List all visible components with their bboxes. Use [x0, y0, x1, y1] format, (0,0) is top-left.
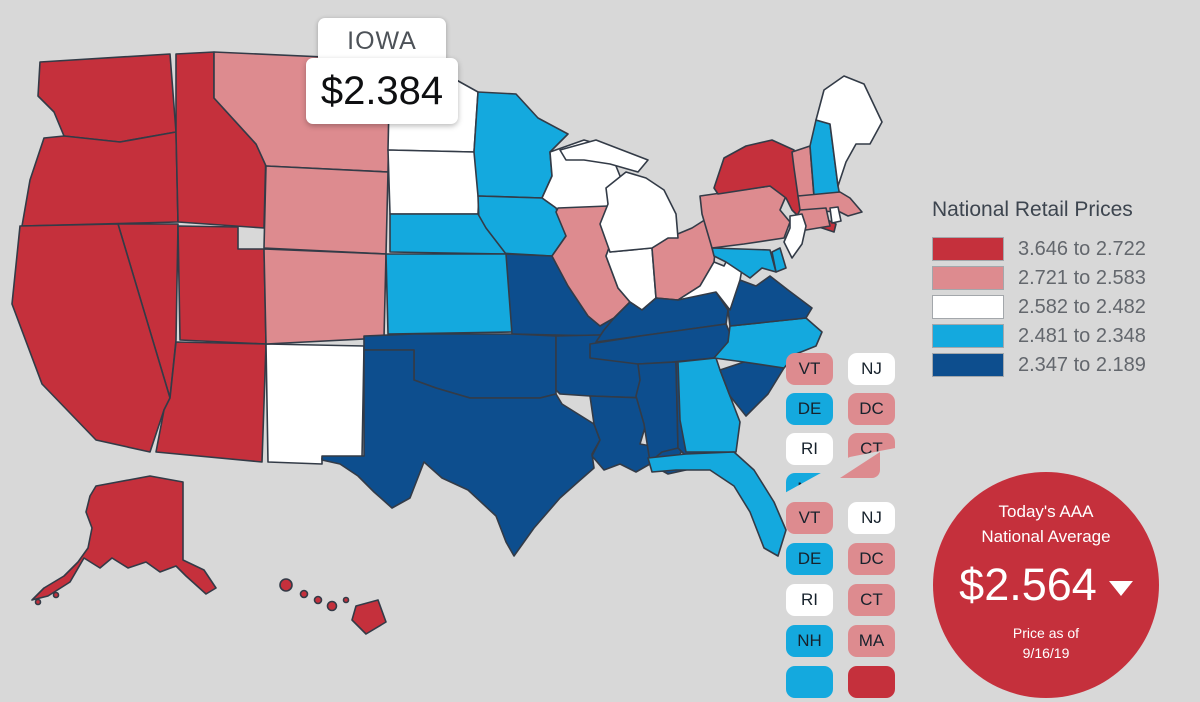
- legend-range: 2.481 to 2.348: [1018, 324, 1146, 347]
- chip-nj[interactable]: NJ: [848, 353, 895, 385]
- trend-down-icon: [1108, 580, 1133, 596]
- state-ks[interactable]: [385, 253, 513, 335]
- chip-nh[interactable]: NH: [786, 625, 833, 657]
- ak-aleutian-island: [52, 591, 60, 599]
- alaska: [31, 475, 217, 606]
- legend-range: 3.646 to 2.722: [1018, 237, 1146, 260]
- ak-aleutian-island: [34, 598, 42, 606]
- legend-swatch-red: [932, 237, 1004, 261]
- tooltip-state-box: IOWA: [318, 18, 446, 64]
- hi-island[interactable]: [299, 589, 309, 599]
- legend-title: National Retail Prices: [932, 198, 1133, 221]
- hi-island[interactable]: [342, 596, 350, 604]
- state-pa[interactable]: [699, 185, 791, 249]
- tooltip-price-value: $2.384: [320, 68, 444, 113]
- state-nm[interactable]: [265, 343, 365, 465]
- state-la[interactable]: [589, 395, 687, 475]
- state-ca[interactable]: [11, 223, 171, 453]
- chip-ma[interactable]: MA: [848, 625, 895, 657]
- legend-range: 2.582 to 2.482: [1018, 295, 1146, 318]
- chip-ct[interactable]: CT: [848, 584, 895, 616]
- legend-row: 2.582 to 2.482: [932, 294, 1182, 320]
- badge-footnote-2: 9/16/19: [1022, 645, 1070, 661]
- legend-row: 2.347 to 2.189: [932, 352, 1182, 378]
- contiguous-states: [11, 51, 883, 557]
- chip-dc[interactable]: DC: [848, 543, 895, 575]
- badge-price: $2.564: [959, 559, 1097, 610]
- state-sd[interactable]: [387, 149, 481, 215]
- gas-price-map-widget: IOWA $2.384 National Retail Prices 3.646…: [11, 18, 1182, 698]
- state-ri[interactable]: [829, 206, 842, 224]
- map-tooltip: IOWA $2.384: [306, 18, 458, 124]
- legend-swatch-white: [932, 295, 1004, 319]
- hi-island-big[interactable]: [351, 599, 387, 635]
- legend-row: 2.481 to 2.348: [932, 323, 1182, 349]
- chip-de[interactable]: DE: [786, 543, 833, 575]
- state-wy[interactable]: [263, 165, 389, 255]
- chip-partial-right[interactable]: [848, 666, 895, 698]
- legend: National Retail Prices 3.646 to 2.722 2.…: [932, 198, 1182, 381]
- state-ak[interactable]: [31, 475, 217, 601]
- state-md[interactable]: [711, 247, 777, 279]
- chip-ri[interactable]: RI: [786, 584, 833, 616]
- hi-island[interactable]: [326, 600, 338, 612]
- state-me[interactable]: [815, 75, 883, 187]
- chip-ri[interactable]: RI: [786, 433, 833, 465]
- tooltip-state-name: IOWA: [347, 26, 417, 55]
- state-nj[interactable]: [783, 213, 807, 259]
- badge-line1: Today's AAA: [998, 502, 1094, 521]
- state-ga[interactable]: [677, 357, 741, 453]
- tooltip-price-box: $2.384: [306, 58, 458, 124]
- state-ne[interactable]: [389, 213, 507, 255]
- legend-row: 3.646 to 2.722: [932, 236, 1182, 262]
- chip-partial-left[interactable]: [786, 666, 833, 698]
- state-or[interactable]: [21, 131, 179, 227]
- hi-island[interactable]: [279, 578, 293, 592]
- hi-island[interactable]: [313, 595, 323, 605]
- chip-dc[interactable]: DC: [848, 393, 895, 425]
- state-tx[interactable]: [321, 349, 601, 557]
- state-va[interactable]: [727, 275, 813, 327]
- chip-vt[interactable]: VT: [786, 502, 833, 534]
- state-ut[interactable]: [177, 225, 267, 345]
- legend-swatch-lightblue: [932, 324, 1004, 348]
- legend-swatch-pink: [932, 266, 1004, 290]
- us-choropleth-map: [11, 51, 883, 635]
- state-mi-lower[interactable]: [599, 171, 679, 253]
- badge-line2: National Average: [981, 527, 1111, 546]
- legend-row: 2.721 to 2.583: [932, 265, 1182, 291]
- badge-footnote-1: Price as of: [1012, 625, 1080, 641]
- hawaii: [279, 578, 387, 635]
- legend-range: 2.347 to 2.189: [1018, 353, 1146, 376]
- state-fl[interactable]: [647, 451, 787, 557]
- state-wa[interactable]: [37, 53, 177, 143]
- legend-swatch-darkblue: [932, 353, 1004, 377]
- chip-de[interactable]: DE: [786, 393, 833, 425]
- legend-range: 2.721 to 2.583: [1018, 266, 1146, 289]
- state-co[interactable]: [263, 248, 387, 345]
- chip-nj[interactable]: NJ: [848, 502, 895, 534]
- state-mi-upper[interactable]: [559, 139, 649, 173]
- chip-vt[interactable]: VT: [786, 353, 833, 385]
- small-state-chips-lower: VT NJ DE DC RI CT NH MA: [786, 502, 896, 702]
- national-average-badge: Today's AAA National Average $2.564 Pric…: [933, 472, 1159, 698]
